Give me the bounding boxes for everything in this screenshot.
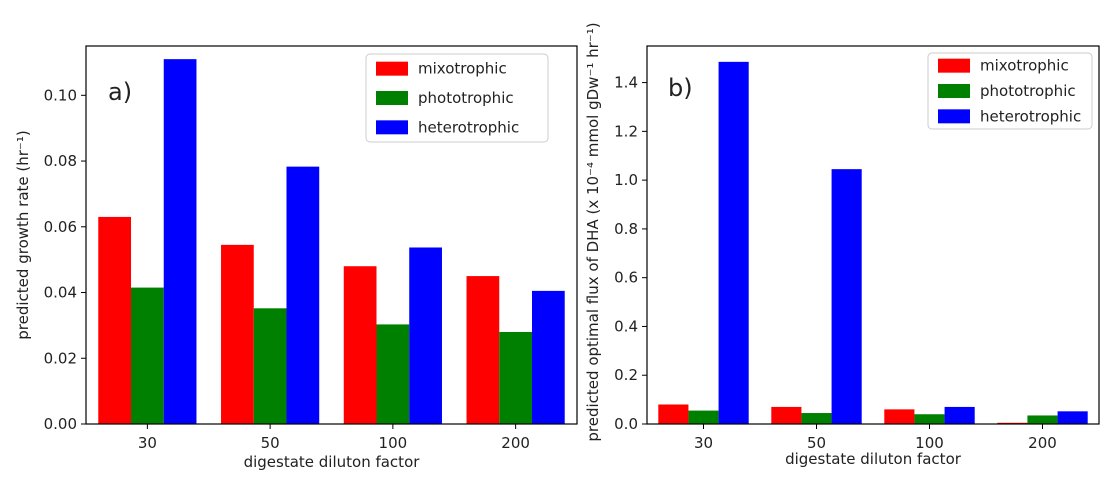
legend-label-mixotrophic: mixotrophic (980, 57, 1069, 75)
axes-frame (85, 45, 578, 425)
bar-heterotrophic-200 (1057, 411, 1088, 424)
y-tick-label: 0.10 (44, 86, 77, 104)
y-tick-label: 0.02 (44, 349, 77, 367)
y-axis-label: predicted optimal flux of DHA (x 10⁻⁴ mm… (584, 22, 602, 441)
y-tick-label: 1.2 (614, 122, 638, 140)
bar-heterotrophic-50 (286, 166, 320, 424)
y-tick-label: 0.2 (614, 366, 638, 384)
bar-heterotrophic-100 (409, 247, 442, 424)
legend-swatch-mixotrophic (376, 61, 408, 76)
bar-phototrophic-50 (253, 308, 287, 424)
bar-heterotrophic-30 (718, 61, 749, 424)
panel-label: b) (668, 74, 693, 102)
x-tick-label: 100 (915, 434, 944, 452)
y-tick-label: 1.0 (614, 171, 638, 189)
bar-phototrophic-100 (376, 324, 410, 424)
legend-label-mixotrophic: mixotrophic (418, 60, 507, 78)
bar-mixotrophic-30 (658, 404, 689, 424)
y-tick-label: 0.06 (44, 218, 77, 236)
bar-phototrophic-30 (688, 410, 719, 424)
chart-panel-a: 0.00 0.02 0.04 0.06 0.08 0.10 30 50 100 200 digest… (14, 45, 578, 471)
legend-swatch-phototrophic (938, 84, 970, 98)
legend-swatch-phototrophic (376, 91, 408, 105)
y-tick-label: 0.04 (44, 284, 77, 302)
bar-mixotrophic-50 (771, 406, 802, 424)
legend-swatch-mixotrophic (938, 58, 970, 73)
legend: mixotrophic phototrophic heterotrophic (927, 52, 1093, 130)
x-tick-label: 200 (1028, 434, 1057, 452)
y-tick-label: 0.4 (614, 317, 638, 335)
axes-frame (646, 45, 1100, 425)
legend-swatch-heterotrophic (376, 120, 408, 135)
bar-heterotrophic-50 (831, 169, 862, 424)
y-tick-label: 1.4 (614, 74, 638, 92)
x-axis-label: digestate diluton factor (785, 450, 962, 468)
bar-heterotrophic-30 (163, 59, 197, 425)
legend-label-phototrophic: phototrophic (418, 89, 514, 107)
bar-heterotrophic-100 (944, 406, 975, 424)
bar-mixotrophic-50 (221, 244, 254, 424)
bar-phototrophic-50 (801, 413, 832, 424)
x-tick-label: 100 (379, 434, 408, 452)
bar-phototrophic-30 (131, 287, 164, 424)
bar-mixotrophic-100 (343, 266, 377, 424)
x-tick-label: 200 (501, 434, 530, 452)
bar-heterotrophic-200 (531, 290, 565, 424)
legend-swatch-heterotrophic (938, 109, 970, 124)
bar-mixotrophic-200 (466, 276, 500, 424)
y-tick-label: 0.8 (614, 220, 638, 238)
x-tick-label: 50 (807, 434, 826, 452)
y-tick-label: 0.0 (614, 415, 638, 433)
y-axis-label: predicted growth rate (hr⁻¹) (14, 130, 32, 339)
bar-mixotrophic-100 (884, 409, 915, 424)
bar-phototrophic-200 (1027, 415, 1058, 424)
y-tick-label: 0.00 (44, 415, 77, 433)
x-tick-label: 30 (138, 434, 157, 452)
legend-label-phototrophic: phototrophic (980, 82, 1076, 100)
bar-phototrophic-200 (499, 331, 532, 424)
legend-box (365, 53, 549, 143)
legend-label-heterotrophic: heterotrophic (418, 118, 519, 136)
y-tick-label: 0.6 (614, 269, 638, 287)
bar-mixotrophic-30 (98, 216, 132, 424)
x-tick-label: 30 (694, 434, 713, 452)
legend: mixotrophic phototrophic heterotrophic (365, 53, 549, 143)
legend-label-heterotrophic: heterotrophic (980, 107, 1081, 125)
bar-phototrophic-100 (914, 414, 945, 424)
chart-panel-b: 0.0 0.2 0.4 0.6 0.8 1.0 1.2 1.4 30 50 100 200 digest… (584, 22, 1100, 468)
x-tick-label: 50 (261, 434, 280, 452)
x-axis-label: digestate diluton factor (244, 453, 421, 471)
bar-mixotrophic-200 (997, 422, 1028, 424)
panel-label: a) (108, 78, 132, 106)
y-tick-label: 0.08 (44, 152, 77, 170)
